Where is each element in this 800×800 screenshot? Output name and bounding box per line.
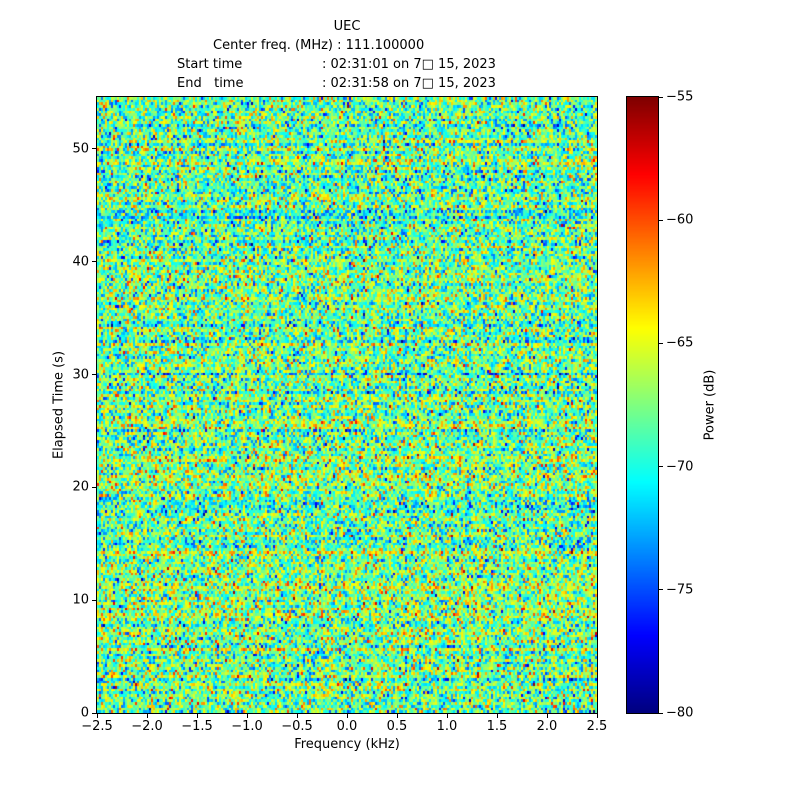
colorbar-canvas bbox=[627, 97, 658, 713]
x-tick-mark bbox=[496, 714, 498, 718]
y-tick-mark bbox=[92, 374, 96, 376]
colorbar-tick-label: −65 bbox=[666, 335, 694, 351]
x-tick-mark bbox=[396, 714, 398, 718]
x-tick-label: 2.0 bbox=[536, 719, 558, 734]
x-tick-mark bbox=[446, 714, 448, 718]
x-tick-mark bbox=[346, 714, 348, 718]
start-time-value: : 02:31:01 on 7□ 15, 2023 bbox=[322, 57, 496, 72]
colorbar-tick-mark bbox=[659, 342, 663, 344]
start-time-label: Start time bbox=[177, 57, 243, 72]
y-tick-label: 20 bbox=[72, 479, 89, 495]
end-time-value: : 02:31:58 on 7□ 15, 2023 bbox=[322, 76, 496, 91]
colorbar-tick-mark bbox=[659, 712, 663, 714]
y-tick-mark bbox=[92, 712, 96, 714]
y-tick-label: 30 bbox=[72, 367, 89, 383]
colorbar-tick-mark bbox=[659, 589, 663, 591]
x-tick-label: 2.5 bbox=[586, 719, 608, 734]
colorbar-tick-mark bbox=[659, 219, 663, 221]
x-tick-mark bbox=[246, 714, 248, 718]
x-tick-label: −2.0 bbox=[131, 719, 163, 734]
colorbar-border bbox=[626, 96, 659, 714]
x-tick-label: −1.5 bbox=[181, 719, 213, 734]
colorbar-tick-label: −60 bbox=[666, 212, 694, 228]
x-tick-label: −2.5 bbox=[81, 719, 113, 734]
x-tick-mark bbox=[96, 714, 98, 718]
y-tick-label: 50 bbox=[72, 141, 89, 157]
x-tick-mark bbox=[146, 714, 148, 718]
center-freq-line: Center freq. (MHz) : 111.100000 bbox=[213, 38, 425, 53]
colorbar-tick-mark bbox=[659, 96, 663, 98]
end-time-label: End time bbox=[177, 76, 244, 91]
figure-title: UEC bbox=[333, 19, 361, 34]
colorbar-tick-label: −55 bbox=[666, 89, 694, 105]
colorbar-tick-mark bbox=[659, 466, 663, 468]
x-tick-label: −0.5 bbox=[281, 719, 313, 734]
y-tick-label: 40 bbox=[72, 254, 89, 270]
y-tick-mark bbox=[92, 486, 96, 488]
colorbar-tick-label: −70 bbox=[666, 459, 694, 475]
spectrogram-heatmap-canvas bbox=[97, 97, 597, 713]
colorbar-label: Power (dB) bbox=[702, 369, 718, 441]
x-tick-label: 0.0 bbox=[336, 719, 358, 734]
y-tick-label: 10 bbox=[72, 592, 89, 608]
x-tick-mark bbox=[296, 714, 298, 718]
x-axis-label: Frequency (kHz) bbox=[294, 737, 400, 752]
x-tick-label: 1.0 bbox=[436, 719, 458, 734]
x-tick-label: −1.0 bbox=[231, 719, 263, 734]
colorbar-tick-label: −75 bbox=[666, 582, 694, 598]
colorbar-tick-label: −80 bbox=[666, 705, 694, 721]
x-tick-mark bbox=[596, 714, 598, 718]
y-tick-label: 0 bbox=[80, 705, 89, 721]
y-tick-mark bbox=[92, 148, 96, 150]
y-tick-mark bbox=[92, 599, 96, 601]
x-tick-mark bbox=[546, 714, 548, 718]
x-tick-label: 1.5 bbox=[486, 719, 508, 734]
y-tick-mark bbox=[92, 261, 96, 263]
x-tick-label: 0.5 bbox=[386, 719, 408, 734]
plot-area-border bbox=[96, 96, 598, 714]
x-tick-mark bbox=[196, 714, 198, 718]
